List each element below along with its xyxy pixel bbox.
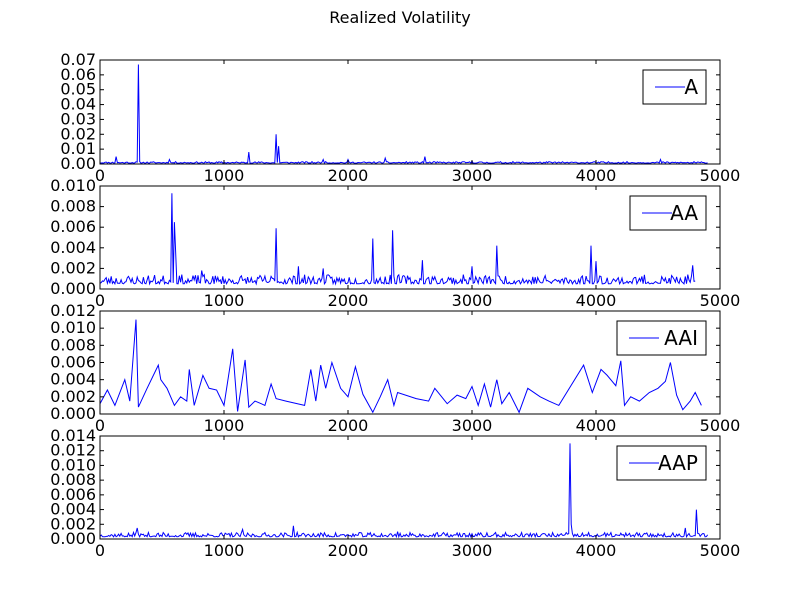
legend: AAI (616, 320, 707, 356)
x-tick-label: 4000 (576, 291, 617, 310)
y-tick-label: 0.004 (50, 238, 96, 257)
y-tick-label: 0.000 (50, 529, 96, 548)
x-tick-label: 0 (95, 541, 105, 560)
y-tick-label: 0.002 (50, 387, 96, 406)
subplot-4: 0 1000 2000 3000 4000 50000.0000.0020.0040.00… (50, 426, 740, 560)
series-line-AA (99, 193, 696, 286)
y-tick-label: 0.002 (50, 258, 96, 277)
legend: AA (629, 195, 707, 231)
series-line-AAP (99, 443, 709, 539)
x-tick-label: 4000 (576, 416, 617, 435)
y-tick-label: 0.010 (50, 176, 96, 195)
x-tick-label: 1000 (204, 416, 245, 435)
x-tick-label: 5000 (700, 291, 741, 310)
y-tick-label: 0.002 (50, 514, 96, 533)
x-tick-label: 4000 (576, 166, 617, 185)
x-tick-label: 3000 (452, 166, 493, 185)
y-tick-label: 0.006 (50, 485, 96, 504)
x-tick-label: 1000 (204, 541, 245, 560)
series-line-A (100, 64, 708, 165)
x-tick-label: 5000 (700, 416, 741, 435)
x-tick-label: 0 (95, 416, 105, 435)
y-tick-label: 0.00 (60, 154, 96, 173)
y-tick-label: 0.008 (50, 470, 96, 489)
x-tick-label: 2000 (328, 166, 369, 185)
legend: AAP (616, 445, 707, 481)
y-tick-label: 0.03 (60, 109, 96, 128)
figure-title: Realized Volatility (329, 8, 471, 27)
y-tick-label: 0.000 (50, 279, 96, 298)
x-tick-label: 5000 (700, 166, 741, 185)
legend-label: AAP (658, 451, 698, 475)
y-tick-label: 0.07 (60, 50, 96, 69)
y-tick-label: 0.014 (50, 426, 96, 445)
y-tick-label: 0.004 (50, 500, 96, 519)
x-tick-label: 0 (95, 291, 105, 310)
y-tick-label: 0.008 (50, 335, 96, 354)
axes-frame (99, 59, 721, 165)
x-tick-label: 5000 (700, 541, 741, 560)
legend-label: A (684, 75, 698, 99)
x-tick-label: 1000 (204, 166, 245, 185)
y-tick-label: 0.02 (60, 124, 96, 143)
y-tick-label: 0.04 (60, 95, 96, 114)
axes-frame (99, 185, 721, 290)
x-tick-label: 0 (95, 166, 105, 185)
legend: A (642, 69, 707, 105)
y-tick-label: 0.008 (50, 197, 96, 216)
subplot-3: 0 1000 2000 3000 4000 50000.0000.0020.0040.00… (50, 301, 740, 435)
series-line-AAI (99, 319, 702, 414)
legend-label: AAI (664, 326, 698, 350)
y-tick-label: 0.010 (50, 455, 96, 474)
x-tick-label: 3000 (452, 541, 493, 560)
y-tick-label: 0.010 (50, 318, 96, 337)
y-tick-label: 0.004 (50, 370, 96, 389)
x-tick-label: 3000 (452, 291, 493, 310)
x-tick-label: 2000 (328, 416, 369, 435)
subplot-1: 0 1000 2000 3000 4000 50000.000.010.020.030.0… (60, 50, 740, 185)
x-tick-label: 3000 (452, 416, 493, 435)
y-tick-label: 0.05 (60, 80, 96, 99)
x-tick-label: 2000 (328, 541, 369, 560)
y-tick-label: 0.012 (50, 441, 96, 460)
y-tick-label: 0.01 (60, 139, 96, 158)
y-tick-label: 0.006 (50, 217, 96, 236)
y-tick-label: 0.06 (60, 65, 96, 84)
y-tick-label: 0.012 (50, 301, 96, 320)
x-tick-label: 4000 (576, 541, 617, 560)
axes-frame (99, 435, 721, 540)
y-tick-label: 0.000 (50, 404, 96, 423)
legend-label: AA (670, 201, 698, 225)
x-tick-label: 2000 (328, 291, 369, 310)
y-tick-label: 0.006 (50, 353, 96, 372)
x-tick-label: 1000 (204, 291, 245, 310)
